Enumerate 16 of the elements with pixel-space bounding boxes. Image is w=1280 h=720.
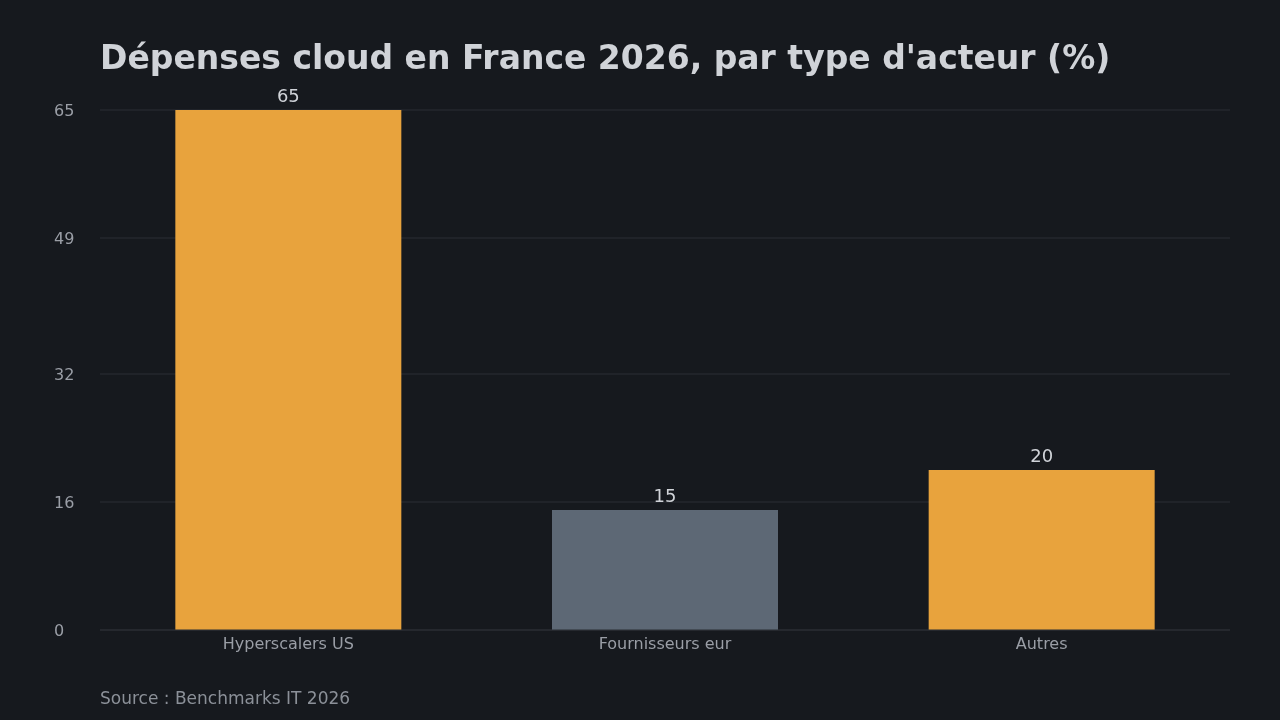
bar: [552, 510, 778, 630]
y-tick-label: 16: [54, 492, 75, 512]
y-tick-label: 49: [54, 228, 75, 248]
data-label: 15: [653, 485, 677, 506]
x-tick-label: Fournisseurs eur: [598, 634, 732, 654]
chart-title: Dépenses cloud en France 2026, par type d'acteur (%): [100, 38, 1111, 77]
data-label: 20: [1030, 445, 1054, 466]
y-tick-label: 65: [54, 100, 75, 120]
data-label: 65: [276, 85, 300, 106]
x-tick-label: Hyperscalers US: [222, 634, 354, 654]
bar: [928, 470, 1155, 630]
source-note: Source : Benchmarks IT 2026: [100, 688, 351, 708]
bar: [175, 110, 402, 630]
x-tick-label: Autres: [1015, 634, 1068, 654]
y-tick-label: 32: [54, 364, 75, 384]
y-tick-label: 0: [54, 620, 65, 640]
